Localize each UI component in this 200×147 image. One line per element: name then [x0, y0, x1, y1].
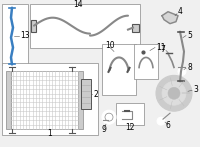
Text: 12: 12	[125, 123, 135, 132]
Bar	[2, 64, 98, 135]
Bar	[78, 71, 83, 129]
Text: 11: 11	[156, 43, 166, 52]
Circle shape	[162, 81, 186, 105]
Bar	[134, 44, 158, 79]
Bar	[6, 71, 11, 129]
Bar	[31, 20, 36, 32]
Text: 1: 1	[48, 129, 52, 138]
Text: 10: 10	[105, 41, 115, 50]
Circle shape	[178, 67, 186, 75]
Text: 9: 9	[102, 125, 106, 134]
Bar	[30, 4, 140, 47]
Polygon shape	[162, 12, 178, 24]
Circle shape	[168, 87, 180, 99]
Bar	[102, 44, 136, 95]
Text: 14: 14	[73, 0, 83, 9]
Bar	[2, 4, 28, 65]
Bar	[116, 103, 144, 125]
Text: 2: 2	[93, 90, 98, 99]
Text: 13: 13	[20, 31, 30, 40]
Text: 7: 7	[160, 45, 165, 54]
Text: 6: 6	[166, 121, 170, 130]
Circle shape	[102, 110, 116, 124]
Bar	[132, 24, 139, 32]
Circle shape	[156, 75, 192, 111]
Text: 8: 8	[187, 63, 192, 72]
Text: 4: 4	[178, 7, 183, 16]
Bar	[10, 71, 78, 129]
Text: 5: 5	[187, 31, 192, 40]
Bar	[81, 79, 91, 109]
Text: 3: 3	[193, 85, 198, 94]
Circle shape	[157, 117, 165, 125]
